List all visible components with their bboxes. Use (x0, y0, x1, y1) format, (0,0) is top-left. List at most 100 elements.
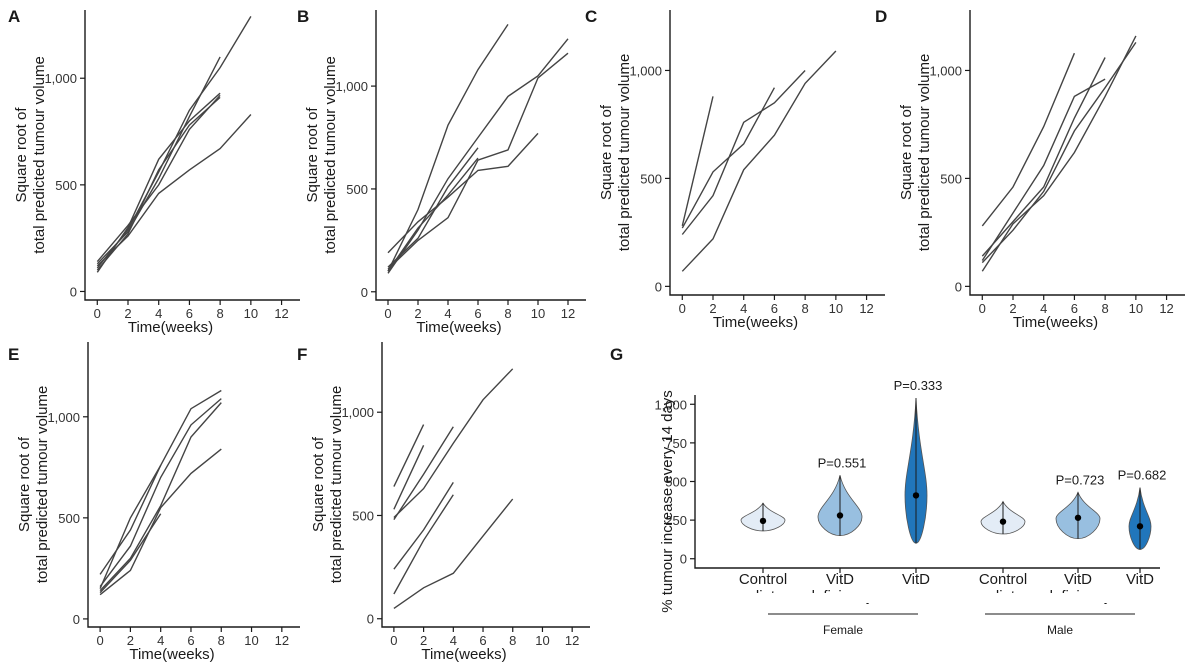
group-label-line: Control (979, 571, 1027, 588)
y-axis-label-line: Square root of (13, 107, 30, 203)
x-tick-label: 2 (414, 306, 421, 321)
panel-f: F 0 500 1,000 0 2 4 6 8 10 12 Time(weeks) Square roo… (297, 342, 590, 663)
y-tick-label: 750 (665, 436, 687, 451)
p-value-label: P=0.682 (1118, 468, 1167, 483)
panel-label: E (8, 345, 19, 364)
mean-point (836, 512, 844, 519)
x-tick-label: 12 (1159, 301, 1173, 316)
series-line (393, 426, 454, 520)
axes (669, 10, 885, 296)
x-tick-label: 4 (444, 306, 451, 321)
group-label-line: Control (739, 571, 787, 588)
y-axis-label-line: Square root of (16, 436, 33, 532)
series-line (96, 94, 221, 263)
y-axis-label: % tumour increase every 14 days (659, 390, 676, 613)
axes (87, 342, 300, 628)
panel-c: C 0 500 1,000 0 2 4 6 8 10 12 Time(weeks) Square roo… (585, 7, 885, 331)
series-line (981, 52, 1076, 227)
mean-point (912, 492, 920, 499)
x-axis-label: Time(weeks) (713, 314, 798, 331)
x-tick-label: 0 (94, 306, 101, 321)
series-line (387, 52, 569, 270)
x-tick-label: 10 (244, 633, 258, 648)
y-axis-label: Square root oftotal predicted tumour vol… (598, 54, 633, 252)
y-axis-label: Square root oftotal predicted tumour vol… (310, 386, 345, 584)
group-label-line: VitD (1126, 571, 1154, 588)
panel-label: A (8, 7, 20, 26)
x-tick-label: 0 (96, 633, 103, 648)
y-tick-label: 0 (70, 284, 77, 299)
series-line (681, 70, 806, 235)
panel-a: A 0 500 1,000 0 2 4 6 8 10 12 Time(weeks) Square roo… (8, 7, 300, 336)
series-line (393, 482, 454, 570)
y-tick-label: 1,000 (44, 71, 77, 86)
panel-label: C (585, 7, 597, 26)
y-tick-label: 500 (640, 171, 662, 186)
series-line (387, 147, 479, 268)
y-tick-label: 500 (346, 182, 368, 197)
x-tick-label: 4 (155, 306, 162, 321)
y-tick-label: 500 (58, 511, 80, 526)
mean-point (759, 517, 767, 525)
series-line (681, 87, 776, 229)
x-tick-label: 6 (1071, 301, 1078, 316)
y-tick-label: 500 (665, 475, 687, 490)
mean-point (1074, 514, 1082, 521)
series-line (99, 448, 222, 596)
series-line (387, 132, 539, 254)
y-axis-label: Square root oftotal predicted tumour vol… (16, 386, 51, 584)
series-line (96, 56, 221, 265)
y-axis-label-line: total predicted tumour volume (616, 54, 633, 252)
x-tick-label: 6 (474, 306, 481, 321)
series-line (99, 402, 222, 592)
x-tick-label: 0 (384, 306, 391, 321)
x-tick-label: 12 (859, 301, 873, 316)
x-tick-label: 0 (679, 301, 686, 316)
x-tick-label: 6 (186, 306, 193, 321)
x-tick-label: 12 (561, 306, 575, 321)
series-line (393, 424, 425, 487)
panel-g: G 0 250 500 750 1,000% tumour increase every … (610, 345, 1170, 637)
x-tick-label: 4 (157, 633, 164, 648)
x-tick-label: 10 (535, 633, 549, 648)
sex-label-male: Male (1047, 623, 1073, 637)
x-axis-label: Time(weeks) (128, 319, 213, 336)
y-tick-label: 1,000 (335, 79, 368, 94)
panel-label: F (297, 345, 307, 364)
x-tick-label: 2 (420, 633, 427, 648)
y-axis-label-line: total predicted tumour volume (31, 56, 48, 254)
x-axis-label: Time(weeks) (1013, 314, 1098, 331)
group-label-line: VitD (826, 571, 854, 588)
x-tick-label: 8 (509, 633, 516, 648)
series-line (387, 38, 569, 274)
axes (381, 342, 590, 628)
x-tick-label: 12 (565, 633, 579, 648)
panel-e: E 0 500 1,000 0 2 4 6 8 10 12 Time(weeks) Square roo… (8, 342, 300, 663)
x-tick-label: 8 (218, 633, 225, 648)
x-axis-label: Time(weeks) (129, 646, 214, 663)
x-axis-label: Time(weeks) (416, 319, 501, 336)
series-line (387, 24, 509, 272)
x-tick-label: 2 (124, 306, 131, 321)
series-line (393, 368, 514, 519)
series-line (96, 16, 252, 269)
axes (969, 10, 1185, 296)
p-value-label: P=0.333 (894, 378, 943, 393)
x-tick-label: 8 (504, 306, 511, 321)
x-tick-label: 8 (217, 306, 224, 321)
panel-b: B 0 500 1,000 0 2 4 6 8 10 12 Time(weeks) Square roo… (297, 7, 586, 336)
y-axis-label-line: Square root of (310, 436, 327, 532)
y-tick-label: 1,000 (654, 397, 687, 412)
y-axis-label-line: total predicted tumour volume (34, 386, 51, 584)
x-tick-label: 2 (127, 633, 134, 648)
series-line (681, 96, 714, 227)
y-tick-label: 0 (655, 279, 662, 294)
series-line (99, 513, 162, 594)
y-tick-label: 0 (73, 612, 80, 627)
series-line (99, 464, 162, 589)
series-line (981, 57, 1106, 257)
panel-label: G (610, 345, 623, 364)
y-tick-label: 0 (955, 279, 962, 294)
series-line (681, 50, 837, 272)
